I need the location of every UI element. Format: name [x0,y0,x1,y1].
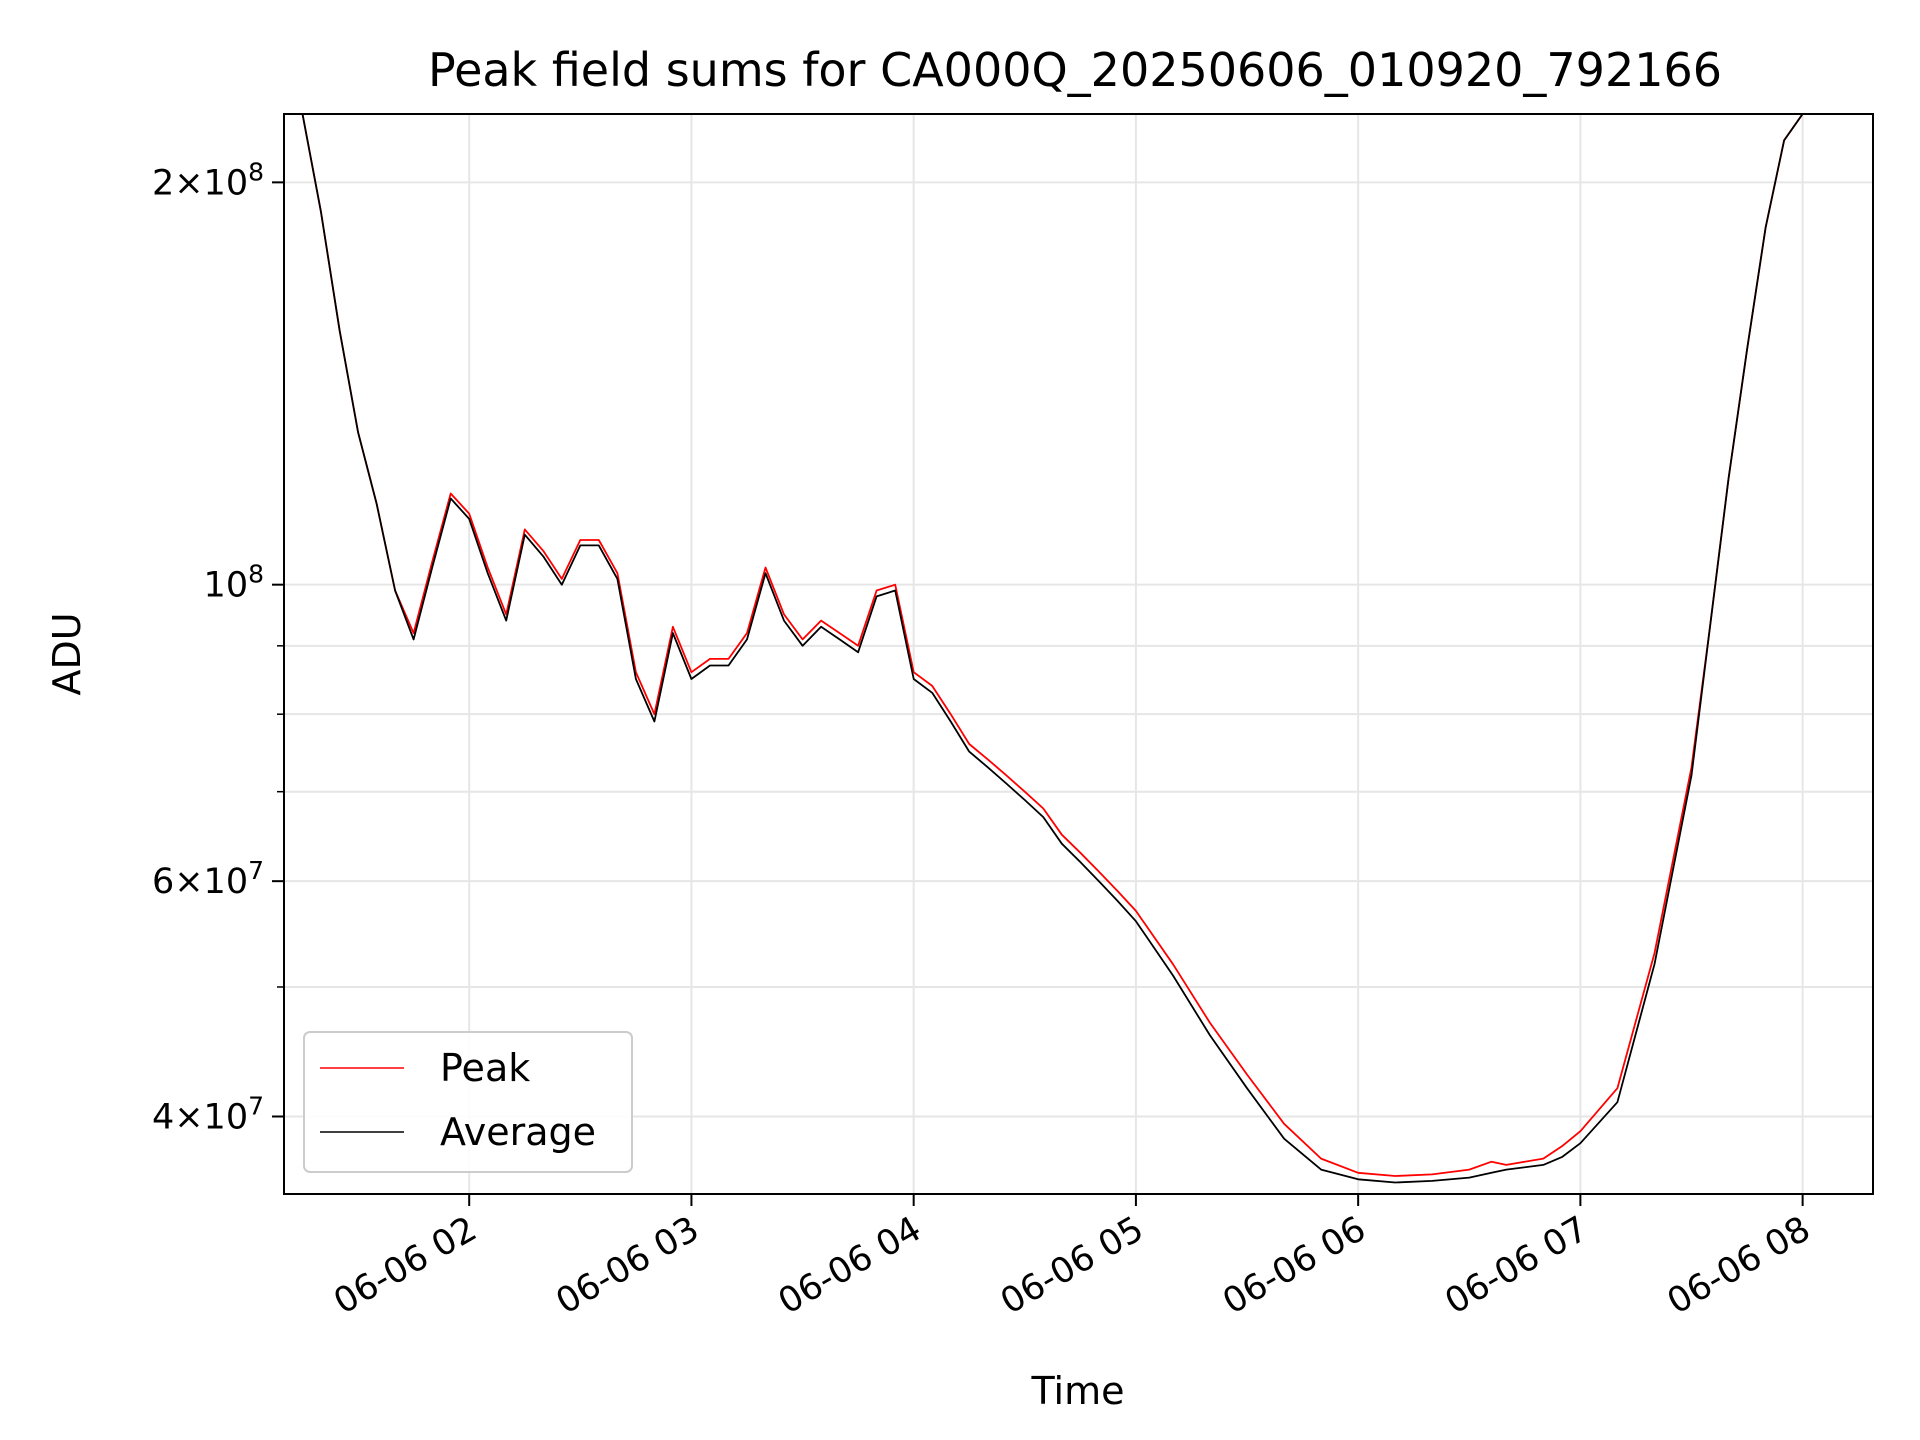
series-line-peak [284,114,1873,1177]
legend-label-peak: Peak [440,1046,530,1090]
series-layer [284,114,1873,1184]
series-line-average [284,114,1873,1184]
x-axis-label: Time [1031,1369,1125,1413]
chart-title: Peak field sums for CA000Q_20250606_0109… [428,43,1722,97]
y-tick-label: 6×107 [152,856,264,902]
plot-area [284,114,1873,1184]
legend: Peak Average [303,1031,633,1173]
y-axis-label: ADU [45,612,89,695]
legend-label-average: Average [440,1110,596,1154]
axes-frame [283,113,1874,1195]
legend-box [303,1031,633,1173]
y-tick-label: 2×108 [152,157,264,203]
y-tick-label: 4×107 [152,1091,264,1137]
